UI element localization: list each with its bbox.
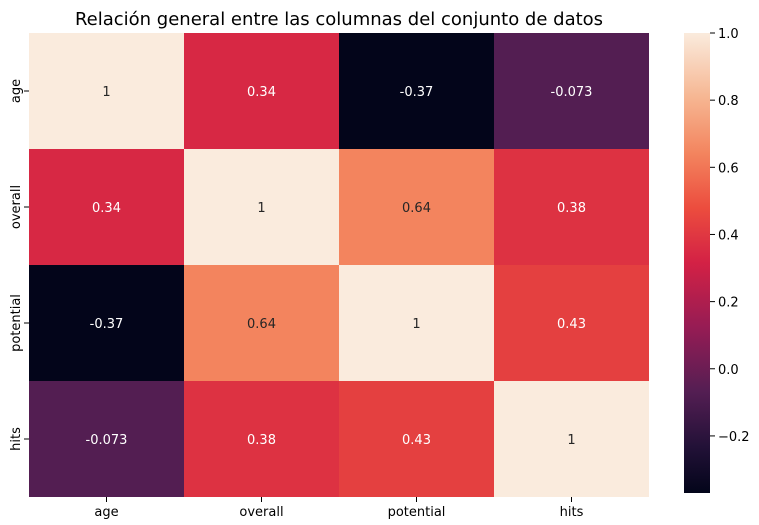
colorbar-tick-label: 0.4	[718, 228, 739, 243]
cell-value-label: -0.37	[400, 85, 434, 100]
colorbar: 1.0 0.8 0.6 0.4 0.2 0.0 −0.2	[684, 27, 750, 493]
heatmap-cell	[29, 381, 184, 497]
cell-value-label: 0.34	[247, 85, 276, 100]
heatmap-cell	[184, 265, 339, 381]
cell-value-label: 1	[412, 317, 420, 332]
y-tick-label: overall	[9, 185, 24, 229]
heatmap-cell	[494, 149, 649, 265]
cell-value-label: 1	[102, 85, 110, 100]
heatmap-cell	[184, 381, 339, 497]
cell-value-label: 0.43	[557, 317, 586, 332]
x-tick-label: hits	[560, 505, 584, 520]
cell-value-label: -0.073	[551, 85, 593, 100]
cell-value-label: -0.073	[86, 433, 128, 448]
heatmap-cell	[184, 33, 339, 149]
heatmap-cell	[494, 381, 649, 497]
heatmap-cell	[494, 33, 649, 149]
y-tick-label: potential	[9, 294, 24, 352]
cell-value-label: -0.37	[90, 317, 124, 332]
cell-value-label: 0.64	[402, 201, 431, 216]
x-tick-label: overall	[239, 505, 283, 520]
row-labels: age overall potential hits	[9, 79, 29, 451]
colorbar-tick-label: 1.0	[718, 27, 739, 42]
cell-value-label: 0.34	[92, 201, 121, 216]
chart-title: Relación general entre las columnas del …	[75, 9, 603, 30]
y-tick-label: hits	[9, 427, 24, 451]
colorbar-tick-label: 0.2	[718, 296, 739, 311]
heatmap-cell	[29, 149, 184, 265]
colorbar-tick-label: 0.8	[718, 94, 739, 109]
y-tick-label: age	[9, 79, 24, 103]
cell-value-label: 0.38	[247, 433, 276, 448]
heatmap-cell	[494, 265, 649, 381]
x-tick-label: age	[94, 505, 118, 520]
colorbar-tick-label: 0.6	[718, 161, 739, 176]
cell-value-label: 0.43	[402, 433, 431, 448]
heatmap-cell	[339, 33, 494, 149]
heatmap-cell	[29, 265, 184, 381]
cell-value-label: 0.38	[557, 201, 586, 216]
x-tick-label: potential	[388, 505, 446, 520]
heatmap-cell	[29, 33, 184, 149]
cell-value-label: 1	[567, 433, 575, 448]
heatmap-cell	[339, 265, 494, 381]
cell-value-label: 0.64	[247, 317, 276, 332]
heatmap-cell	[339, 381, 494, 497]
heatmap-cells: 1 0.34 -0.37 -0.073 0.34 1 0.64 0.38 -0.37 0.64 1 0…	[29, 33, 649, 497]
heatmap-cell	[184, 149, 339, 265]
colorbar-tick-label: −0.2	[718, 430, 750, 445]
colorbar-tick-label: 0.0	[718, 363, 739, 378]
heatmap-cell	[339, 149, 494, 265]
cell-value-label: 1	[257, 201, 265, 216]
colorbar-gradient	[684, 33, 710, 493]
column-labels: age overall potential hits	[94, 497, 584, 520]
